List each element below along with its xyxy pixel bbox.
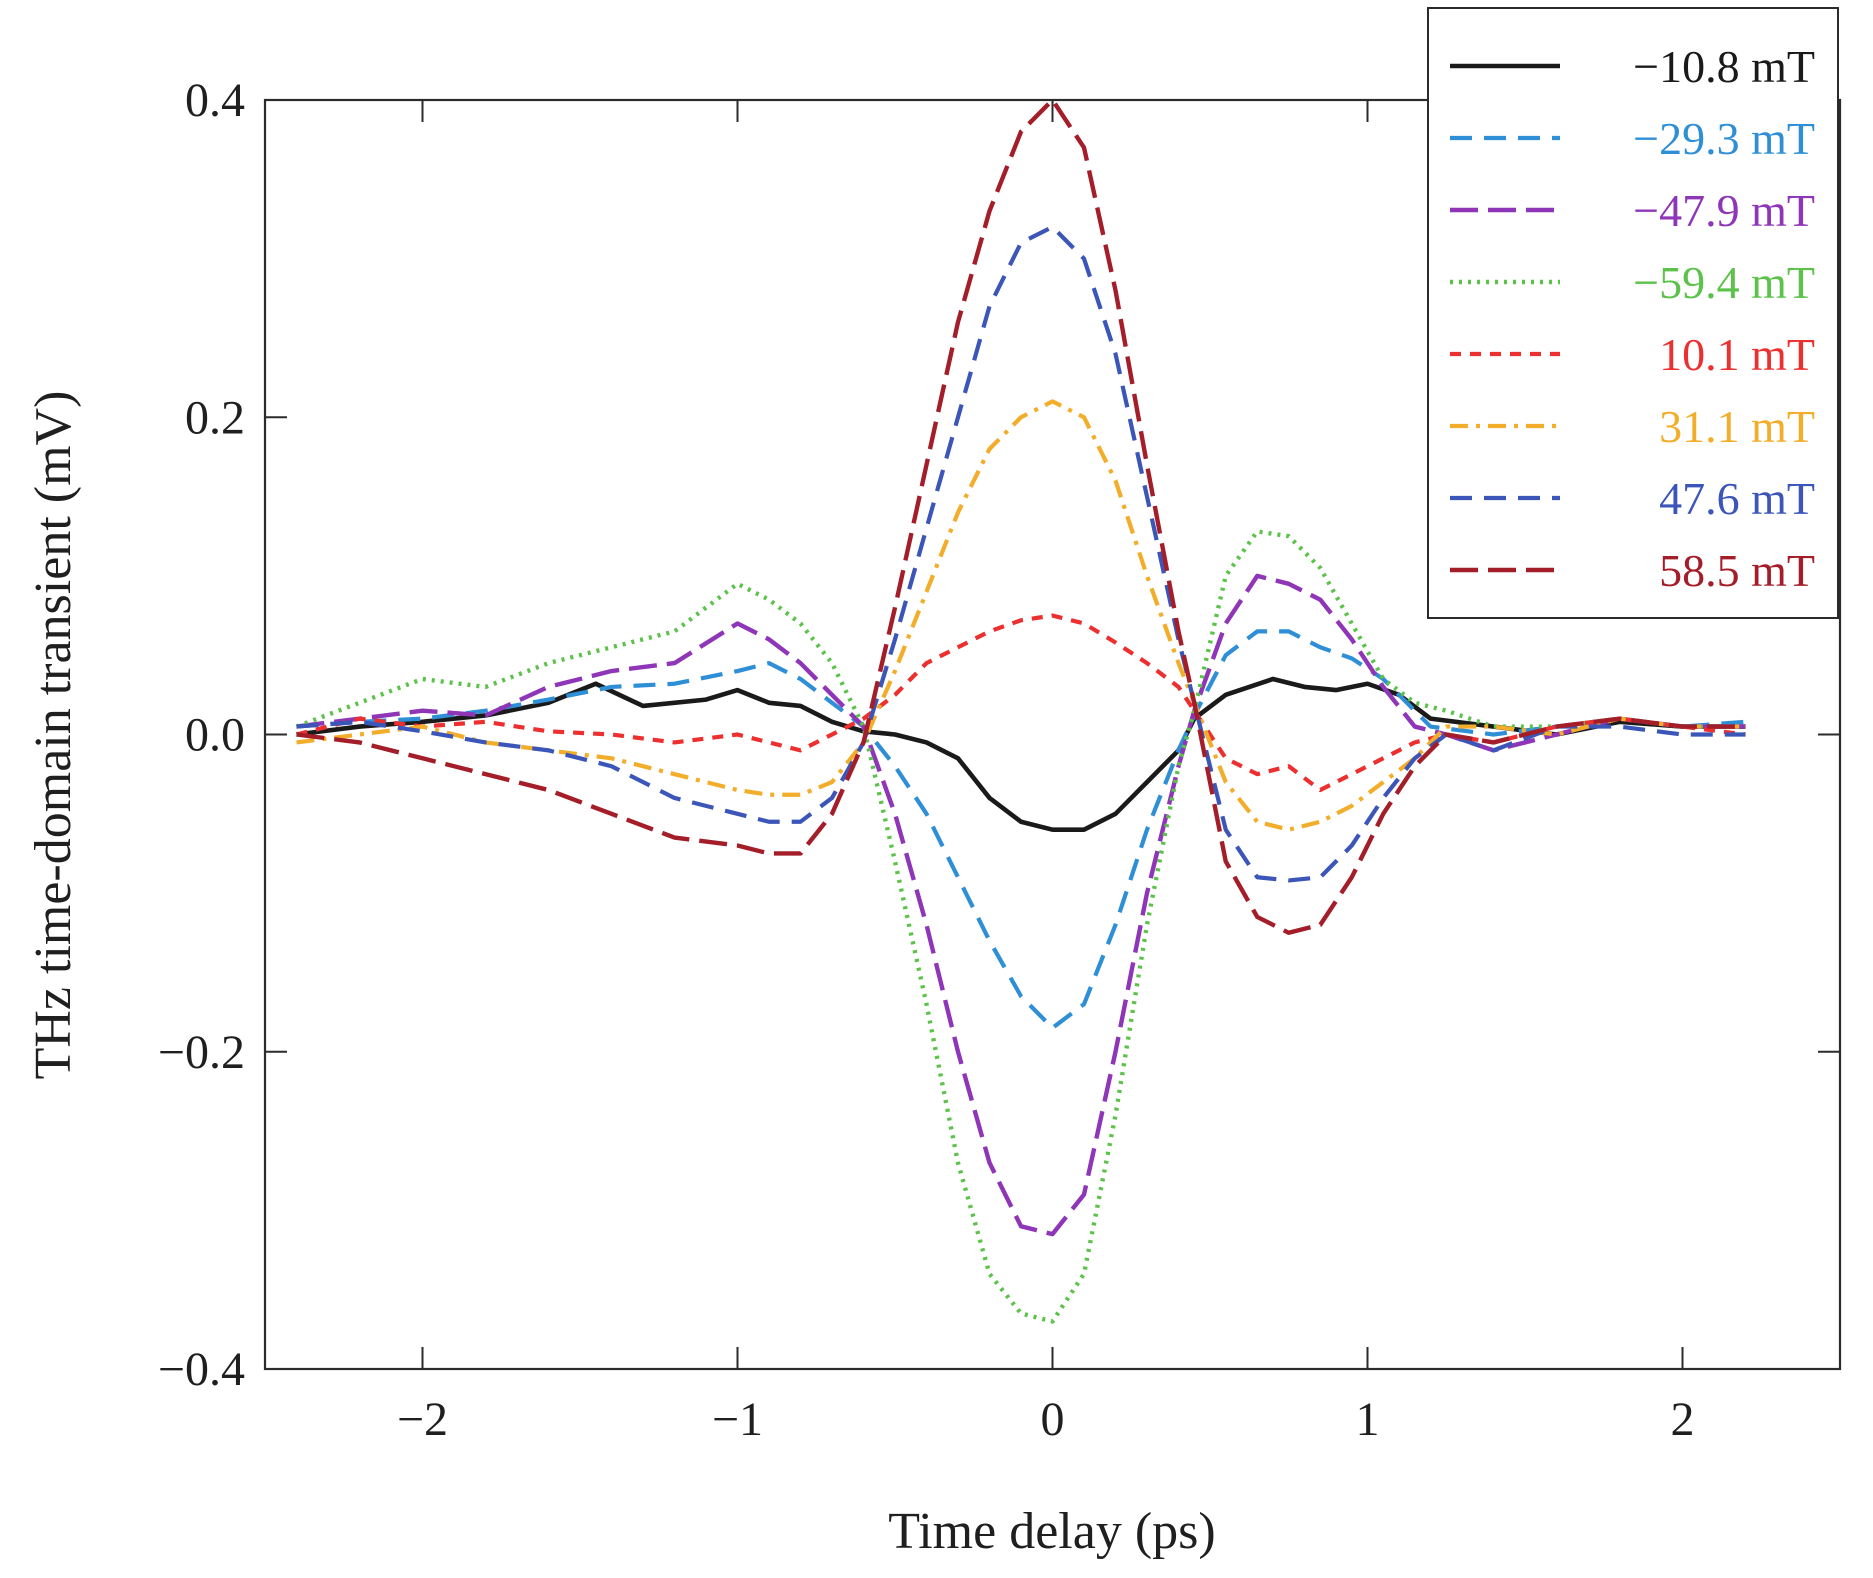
x-tick-label: −1 [712,1393,763,1446]
x-axis-title: Time delay (ps) [888,1503,1215,1560]
y-tick-label: 0.2 [185,391,245,444]
series-lines [295,97,1746,1324]
legend-label-4: −59.4 mT [1633,257,1815,308]
series-line-8 [296,97,1746,935]
x-tick-label: 1 [1356,1393,1380,1446]
y-tick-label: 0.0 [185,709,245,762]
legend-items: −10.8 mT −29.3 mT −47.9 mT −59.4 mT 10.1 mT 3… [1450,41,1815,596]
legend-box [1427,7,1839,619]
series-line-3 [296,573,1746,1237]
legend-label-1: −10.8 mT [1633,41,1815,92]
legend-label-3: −47.9 mT [1633,185,1815,236]
legend: −10.8 mT −29.3 mT −47.9 mT −59.4 mT 10.1 mT 3… [1427,7,1839,619]
x-tick-label: −2 [397,1393,448,1446]
legend-label-2: −29.3 mT [1633,113,1815,164]
axis-tick-labels: −2 −1 0 1 2 −0.4 −0.2 0.0 0.2 0.4 [158,74,1695,1446]
y-tick-label: 0.4 [185,74,245,127]
x-tick-label: 2 [1671,1393,1695,1446]
y-tick-label: −0.4 [158,1343,245,1396]
x-tick-label: 0 [1041,1393,1065,1446]
legend-label-6: 31.1 mT [1659,401,1815,452]
legend-label-7: 47.6 mT [1659,473,1815,524]
legend-label-5: 10.1 mT [1659,329,1815,380]
y-axis-title: THz time-domain transient (mV) [25,391,82,1080]
y-tick-label: −0.2 [158,1026,245,1079]
series-line-7 [296,224,1746,883]
series-line-2 [296,629,1746,1031]
legend-label-8: 58.5 mT [1659,545,1815,596]
